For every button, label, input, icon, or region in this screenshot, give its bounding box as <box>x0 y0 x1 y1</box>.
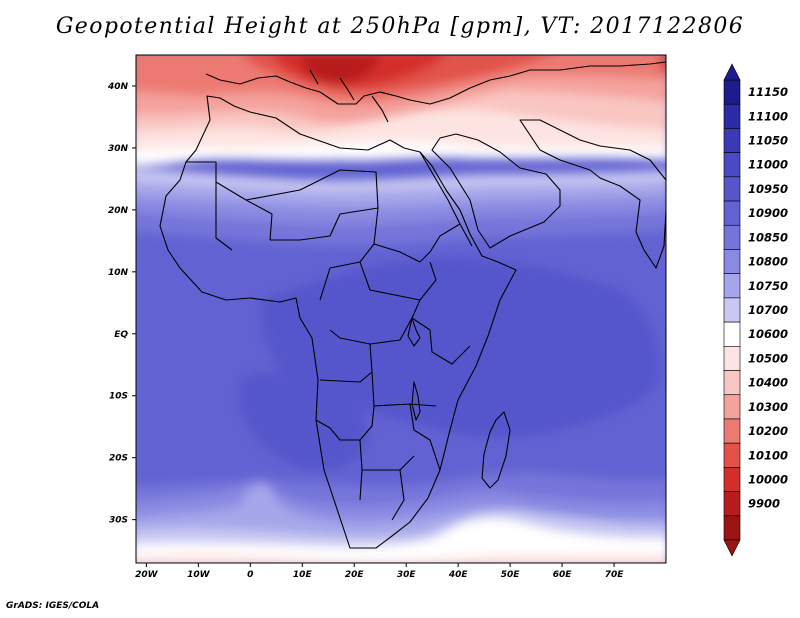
y-tick-label: 20S <box>109 454 128 464</box>
colorbar-label: 11050 <box>748 134 788 148</box>
x-tick-label: 10W <box>187 570 211 580</box>
colorbar-segment <box>723 128 741 153</box>
y-tick-label: 30S <box>109 516 128 526</box>
colorbar-label: 10300 <box>748 400 788 414</box>
colorbar-label: 10500 <box>748 351 788 365</box>
band-10000 <box>300 55 380 85</box>
colorbar-segment <box>723 249 741 274</box>
madagascar-coast <box>481 411 511 489</box>
x-tick-label: 40E <box>448 570 469 580</box>
x-tick-label: 70E <box>605 570 625 580</box>
colorbar-segment <box>723 442 741 468</box>
peninsulas <box>309 69 389 123</box>
x-tick-label: 30E <box>397 570 417 580</box>
x-tick-label: 10E <box>293 570 313 580</box>
colorbar-segment <box>723 297 741 323</box>
coastlines <box>159 61 666 549</box>
grads-credit: GrADS: IGES/COLA <box>6 601 100 611</box>
band-10750-n <box>136 168 666 192</box>
x-tick-label: 60E <box>553 570 573 580</box>
y-tick-label: 20N <box>108 206 129 216</box>
colorbar-segment <box>723 491 741 517</box>
plot-frame <box>135 54 667 564</box>
colorbar-label: 10900 <box>748 206 788 220</box>
europe-coast <box>205 61 666 105</box>
colorbar-bottom-arrow <box>723 539 741 557</box>
x-tick-label: 50E <box>501 570 521 580</box>
colorbar-segment <box>723 321 741 347</box>
colorbar: 11150 11100 11050 11000 10950 10900 10850 10800… <box>723 63 788 557</box>
colorbar-segment <box>723 79 741 105</box>
colorbar-segment <box>723 346 741 371</box>
y-tick-label: 10N <box>108 268 129 278</box>
colorbar-label: 11100 <box>748 109 788 123</box>
colorbar-segment <box>723 394 741 420</box>
colorbar-label: 10200 <box>748 424 788 438</box>
colorbar-label: 11000 <box>748 158 788 172</box>
band-10700-s <box>136 518 666 563</box>
colorbar-label: 9900 <box>748 497 780 511</box>
arabia-coast <box>431 133 561 249</box>
y-tick-label: EQ <box>114 330 128 340</box>
colorbar-segment <box>723 467 741 492</box>
colorbar-label: 10800 <box>748 255 788 269</box>
colorbar-label: 10000 <box>748 472 788 486</box>
band-10600-s <box>136 553 666 563</box>
colorbar-label: 10600 <box>748 327 788 341</box>
country-borders <box>186 161 471 521</box>
map-axes: 40N 30N 20N 10N EQ 10S 20S 30S 20W 10W 0 10E 20E 30E 4… <box>107 82 624 580</box>
x-tick-label: 20E <box>345 570 365 580</box>
colorbar-label: 10400 <box>748 376 788 390</box>
colorbar-segment <box>723 176 741 202</box>
colorbar-segment <box>723 370 741 396</box>
y-tick-label: 10S <box>109 392 128 402</box>
colorbar-segment <box>723 273 741 299</box>
colorbar-segment <box>723 103 741 129</box>
colorbar-segment <box>723 200 741 226</box>
colorbar-label: 10700 <box>748 303 788 317</box>
colorbar-label: 11150 <box>748 85 788 99</box>
red-sea <box>419 151 473 247</box>
x-tick-label: 20W <box>135 570 159 580</box>
y-tick-label: 30N <box>108 144 129 154</box>
band-10850-n <box>136 196 666 225</box>
colorbar-segment <box>723 418 741 444</box>
x-tick-label: 0 <box>247 570 253 580</box>
lakes <box>407 317 421 421</box>
band-10800-n <box>136 182 666 207</box>
africa-coast <box>159 95 517 549</box>
colorbar-label: 10100 <box>748 448 788 462</box>
band-10900-n <box>136 212 666 247</box>
colorbar-top-arrow <box>723 63 741 81</box>
colorbar-label: 10750 <box>748 279 788 293</box>
asia-coast <box>519 119 666 269</box>
colorbar-segment <box>723 152 741 178</box>
core-south <box>240 371 368 470</box>
y-tick-label: 40N <box>107 82 129 92</box>
colorbar-segment <box>723 224 741 250</box>
chart-title: Geopotential Height at 250hPa [gpm], VT:… <box>55 14 745 39</box>
core-east <box>260 257 660 438</box>
colorbar-segment <box>723 515 741 541</box>
colorbar-label: 10950 <box>748 182 788 196</box>
colorbar-label: 10850 <box>748 230 788 244</box>
height-field <box>136 55 666 563</box>
